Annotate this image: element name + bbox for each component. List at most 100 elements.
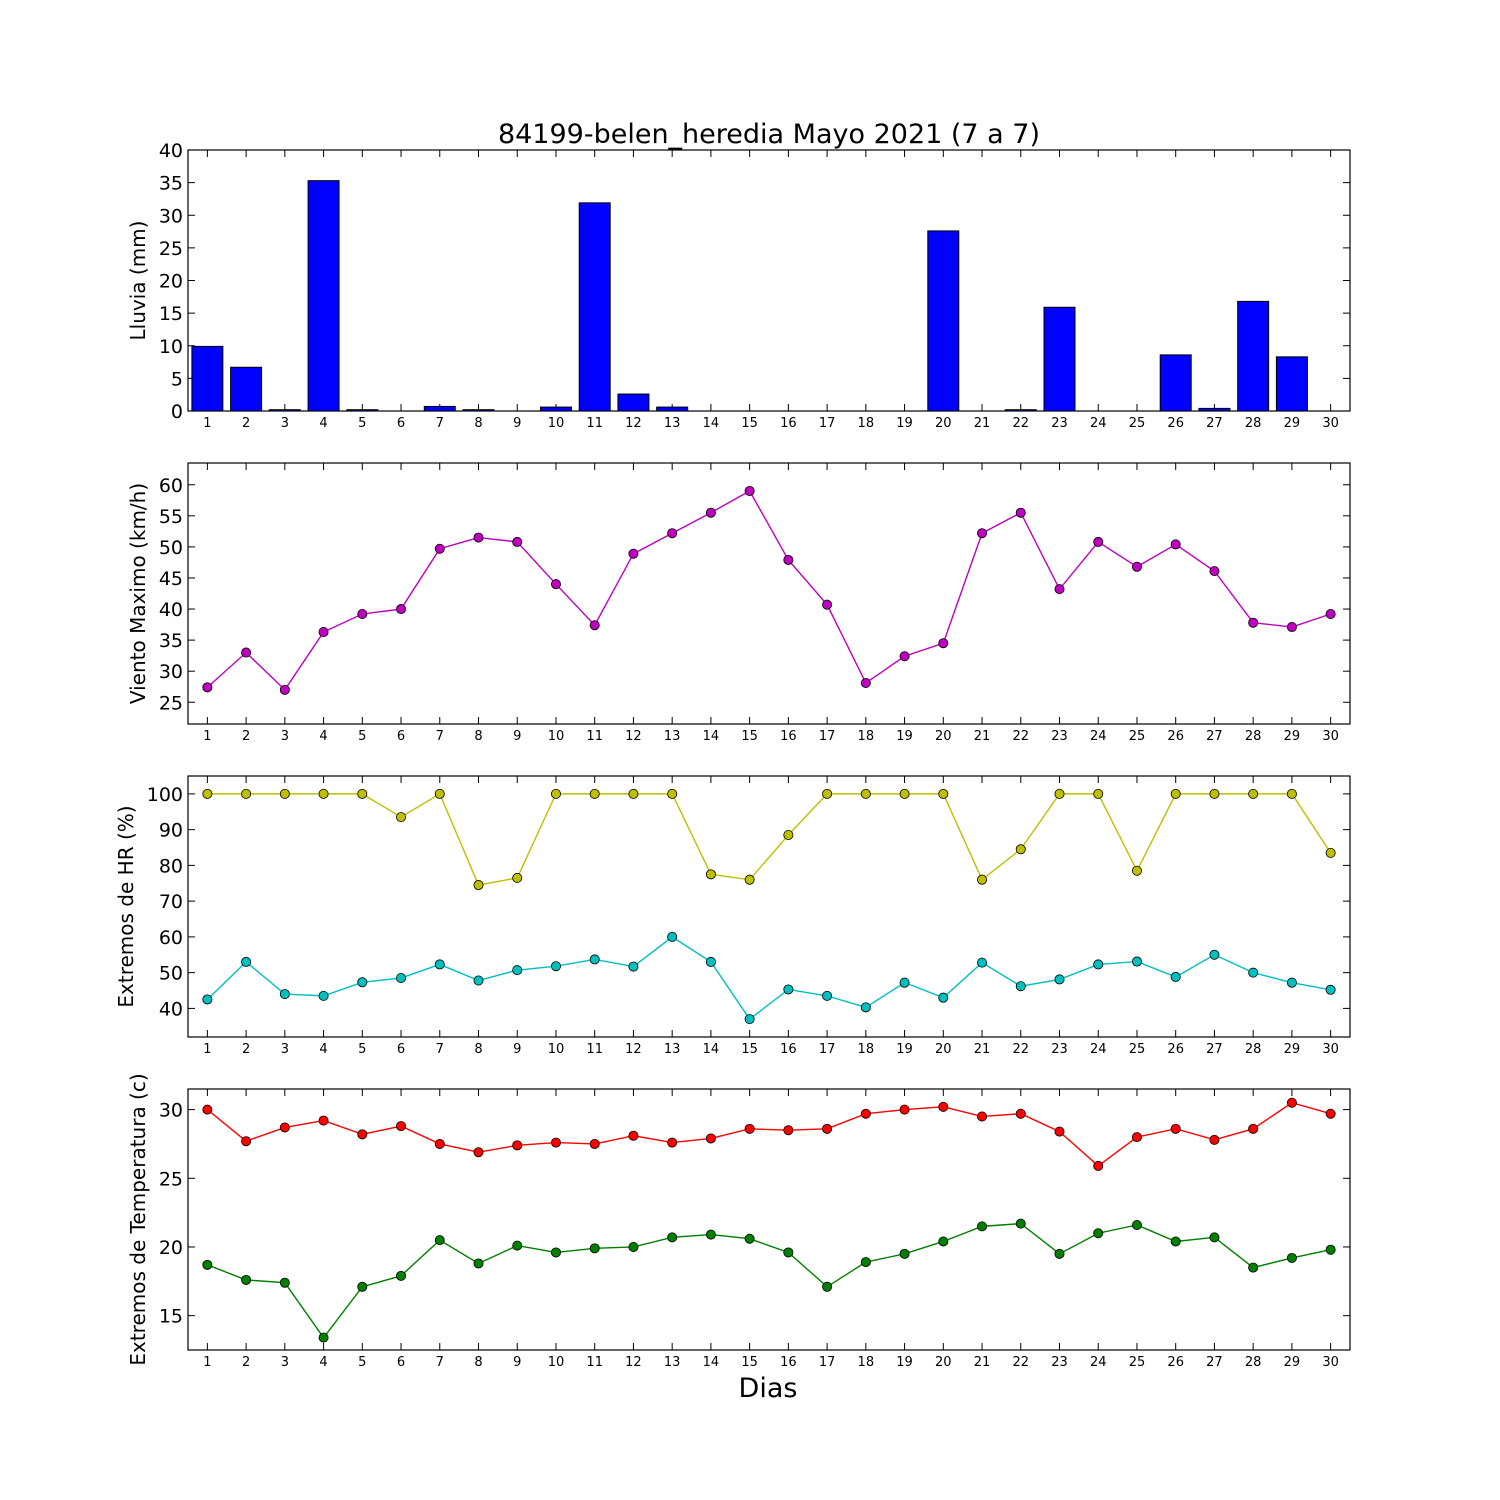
rain-bar (307, 180, 340, 412)
temperature-series-2-point (1054, 1248, 1065, 1259)
wind-series-1-point (318, 627, 329, 638)
temperature-series-1-point (434, 1138, 445, 1149)
wind-x-tick-label: 29 (1284, 729, 1301, 744)
wind-series-1-point (1170, 539, 1181, 550)
temperature-series-2-point (1170, 1236, 1181, 1247)
humidity-x-tick-label: 18 (858, 1042, 875, 1057)
wind-y-axis-label: Viento Maximo (km/h) (126, 483, 150, 704)
wind-y-tick-label: 50 (159, 537, 183, 559)
rain-x-tick-label: 23 (1051, 416, 1068, 431)
humidity-x-tick-label: 14 (703, 1042, 720, 1057)
rain-bar (423, 405, 456, 412)
rain-x-tick-label: 7 (436, 416, 444, 431)
temperature-series-2-point (977, 1221, 988, 1232)
wind-x-tick-label: 21 (974, 729, 991, 744)
wind-series-1-point (202, 682, 213, 693)
rain-bar (268, 409, 301, 412)
humidity-series-2-point (1054, 974, 1065, 985)
temperature-series-2-point (241, 1274, 252, 1285)
temperature-y-tick-label: 30 (159, 1100, 183, 1122)
wind-series-1-point (1015, 507, 1026, 518)
temperature-series-2-point (667, 1232, 678, 1243)
rain-x-tick-label: 3 (281, 416, 289, 431)
wind-x-tick-label: 2 (242, 729, 250, 744)
temperature-y-tick-label: 15 (159, 1306, 183, 1328)
humidity-series-1-point (279, 788, 290, 799)
rain-y-tick-label: 30 (159, 205, 183, 227)
humidity-series-2-line (206, 936, 1331, 1021)
wind-series-1-point (434, 543, 445, 554)
humidity-x-tick-label: 19 (896, 1042, 913, 1057)
humidity-series-1-point (357, 788, 368, 799)
rain-x-tick-label: 5 (358, 416, 366, 431)
rain-bar (1198, 407, 1231, 412)
humidity-x-tick-label: 8 (474, 1042, 482, 1057)
humidity-series-1-point (241, 788, 252, 799)
temperature-series-1-point (512, 1140, 523, 1151)
temperature-series-1-point (1170, 1123, 1181, 1134)
temperature-x-tick-label: 25 (1129, 1355, 1146, 1370)
humidity-x-tick-label: 15 (741, 1042, 758, 1057)
humidity-series-2-point (1015, 981, 1026, 992)
rain-x-tick-label: 11 (586, 416, 603, 431)
temperature-x-tick-label: 5 (358, 1355, 366, 1370)
temperature-x-tick-label: 17 (819, 1355, 836, 1370)
humidity-series-1-point (977, 874, 988, 885)
humidity-x-tick-label: 27 (1206, 1042, 1223, 1057)
rain-y-tick-label: 40 (159, 140, 183, 162)
rain-bar (191, 345, 224, 412)
temperature-series-1-point (744, 1123, 755, 1134)
temperature-x-tick-label: 6 (397, 1355, 405, 1370)
rain-x-tick-label: 27 (1206, 416, 1223, 431)
temperature-x-tick-label: 8 (474, 1355, 482, 1370)
humidity-x-tick-label: 2 (242, 1042, 250, 1057)
temperature-x-tick-label: 24 (1090, 1355, 1107, 1370)
wind-series-1-point (1093, 536, 1104, 547)
wind-series-1-point (705, 507, 716, 518)
wind-y-tick-label: 40 (159, 599, 183, 621)
wind-x-tick-label: 6 (397, 729, 405, 744)
temperature-series-2-point (357, 1281, 368, 1292)
temperature-series-2-point (434, 1235, 445, 1246)
temperature-x-tick-label: 3 (281, 1355, 289, 1370)
humidity-series-2-point (1248, 967, 1259, 978)
temperature-series-1-point (1015, 1108, 1026, 1119)
wind-x-tick-label: 28 (1245, 729, 1262, 744)
wind-x-tick-label: 30 (1322, 729, 1339, 744)
rain-bar (656, 406, 689, 412)
wind-series-1-point (1248, 617, 1259, 628)
temperature-x-tick-label: 15 (741, 1355, 758, 1370)
x-axis-label: Dias (739, 1373, 798, 1404)
temperature-series-2-point (938, 1236, 949, 1247)
wind-x-tick-label: 5 (358, 729, 366, 744)
rain-x-tick-label: 1 (203, 416, 211, 431)
humidity-series-2-point (860, 1002, 871, 1013)
wind-series-1-point (667, 528, 678, 539)
temperature-x-tick-label: 19 (896, 1355, 913, 1370)
humidity-series-1-point (705, 869, 716, 880)
wind-x-tick-label: 10 (548, 729, 565, 744)
rain-bar (230, 366, 263, 412)
humidity-x-tick-label: 21 (974, 1042, 991, 1057)
temperature-x-tick-label: 2 (242, 1355, 250, 1370)
humidity-series-1-point (1131, 865, 1142, 876)
humidity-series-2-point (396, 973, 407, 984)
wind-y-tick-label: 25 (159, 692, 183, 714)
humidity-plot-frame (187, 775, 1351, 1038)
humidity-series-1-point (1248, 788, 1259, 799)
humidity-series-1-point (667, 788, 678, 799)
humidity-series-2-point (899, 977, 910, 988)
humidity-series-1-line (207, 792, 1332, 886)
humidity-series-2-point (1170, 971, 1181, 982)
rain-bar (617, 393, 650, 412)
temperature-x-tick-label: 29 (1284, 1355, 1301, 1370)
humidity-y-tick-label: 60 (159, 927, 183, 949)
temperature-series-1-line (206, 1101, 1331, 1167)
rain-y-tick-label: 5 (171, 368, 183, 390)
temperature-series-1-point (938, 1101, 949, 1112)
humidity-x-tick-label: 28 (1245, 1042, 1262, 1057)
temperature-x-tick-label: 30 (1322, 1355, 1339, 1370)
temperature-series-1-point (318, 1115, 329, 1126)
wind-series-1-point (938, 638, 949, 649)
